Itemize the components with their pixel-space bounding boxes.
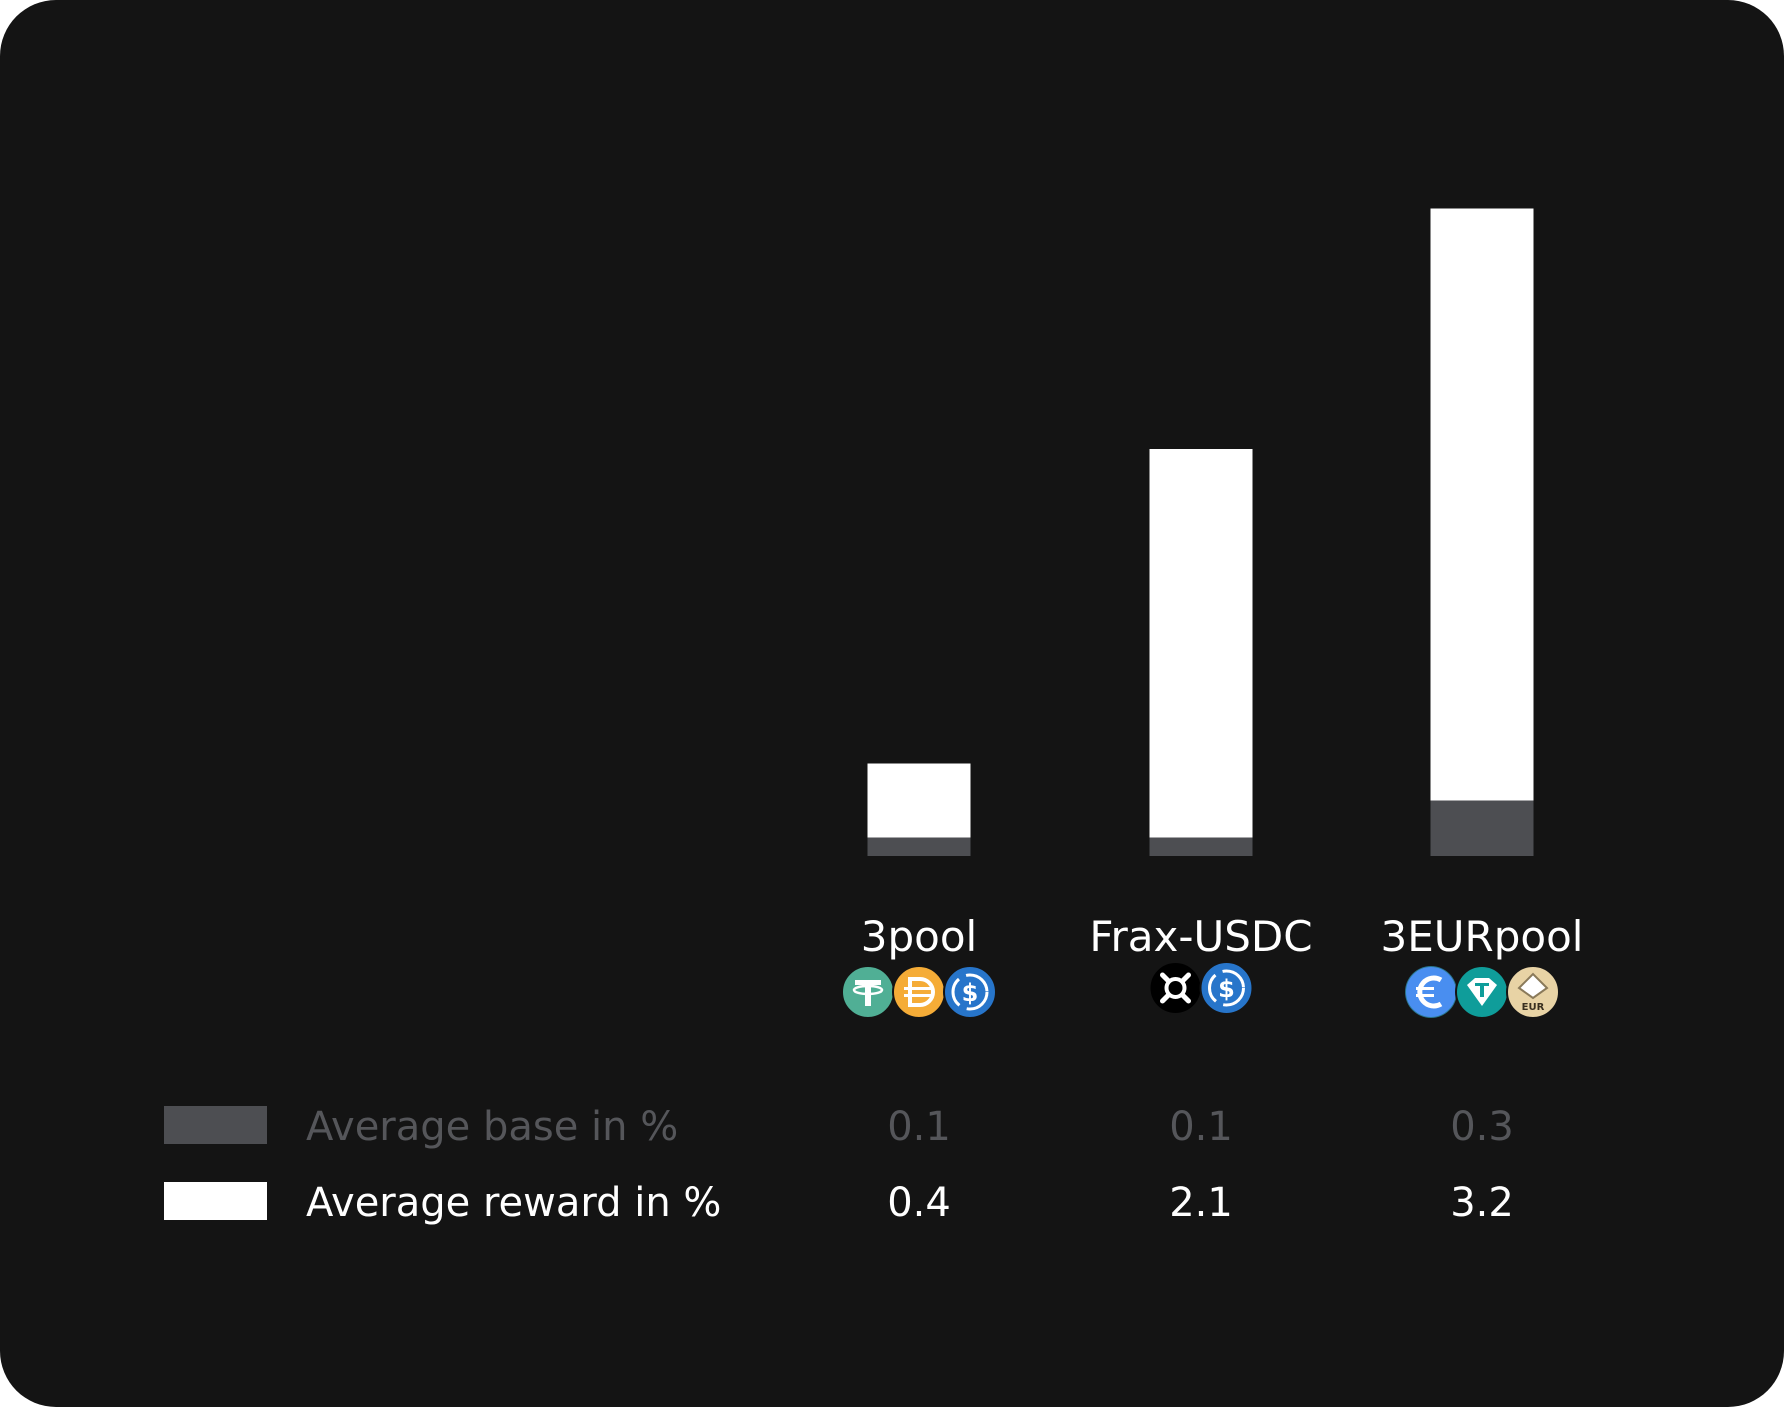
svg-text:$: $ (962, 979, 979, 1007)
bar-average-reward-in-frax-usdc (1149, 449, 1253, 838)
legend-label-average-reward-in: Average reward in % (306, 1180, 721, 1226)
bars-layer (867, 208, 1534, 856)
tether-icon (841, 965, 895, 1019)
legend-swatch-average-reward-in (164, 1182, 267, 1220)
category-labels: 3pool Frax-USDC 3EURpool (861, 912, 1584, 961)
category-label-3pool: 3pool (861, 912, 977, 961)
value-label-average-base-in-3eurpool: 0.3 (1450, 1104, 1514, 1150)
value-label-average-base-in-frax-usdc: 0.1 (1169, 1104, 1233, 1150)
frax-icon (1148, 961, 1203, 1015)
value-label-average-reward-in-3pool: 0.4 (887, 1180, 951, 1226)
value-label-average-reward-in-3eurpool: 3.2 (1450, 1180, 1514, 1226)
eurt-icon (1455, 965, 1509, 1019)
bar-average-base-in-frax-usdc (1149, 837, 1253, 856)
dai-icon (892, 965, 946, 1019)
value-label-average-base-in-3pool: 0.1 (887, 1104, 951, 1150)
legend-table: Average base in % 0.1 0.1 0.3 Average reward… (164, 1104, 1514, 1226)
category-label-frax-usdc: Frax-USDC (1089, 912, 1312, 961)
svg-text:$: $ (1218, 975, 1235, 1003)
bar-average-base-in-3eurpool (1430, 800, 1534, 856)
euro-coin-icon (1404, 965, 1458, 1019)
bar-average-base-in-3pool (867, 837, 971, 856)
usdc-icon: $ (1199, 961, 1254, 1015)
usdc-icon: $ (943, 965, 997, 1019)
bar-average-reward-in-3eurpool (1430, 208, 1534, 801)
category-label-3eurpool: 3EURpool (1381, 912, 1584, 961)
category-icons: $ $ EUR (841, 961, 1560, 1019)
svg-text:EUR: EUR (1522, 1002, 1545, 1013)
ageur-icon: EUR (1506, 965, 1560, 1019)
legend-label-average-base-in: Average base in % (306, 1104, 678, 1150)
bar-average-reward-in-3pool (867, 763, 971, 838)
legend-swatch-average-base-in (164, 1106, 267, 1144)
value-label-average-reward-in-frax-usdc: 2.1 (1169, 1180, 1233, 1226)
